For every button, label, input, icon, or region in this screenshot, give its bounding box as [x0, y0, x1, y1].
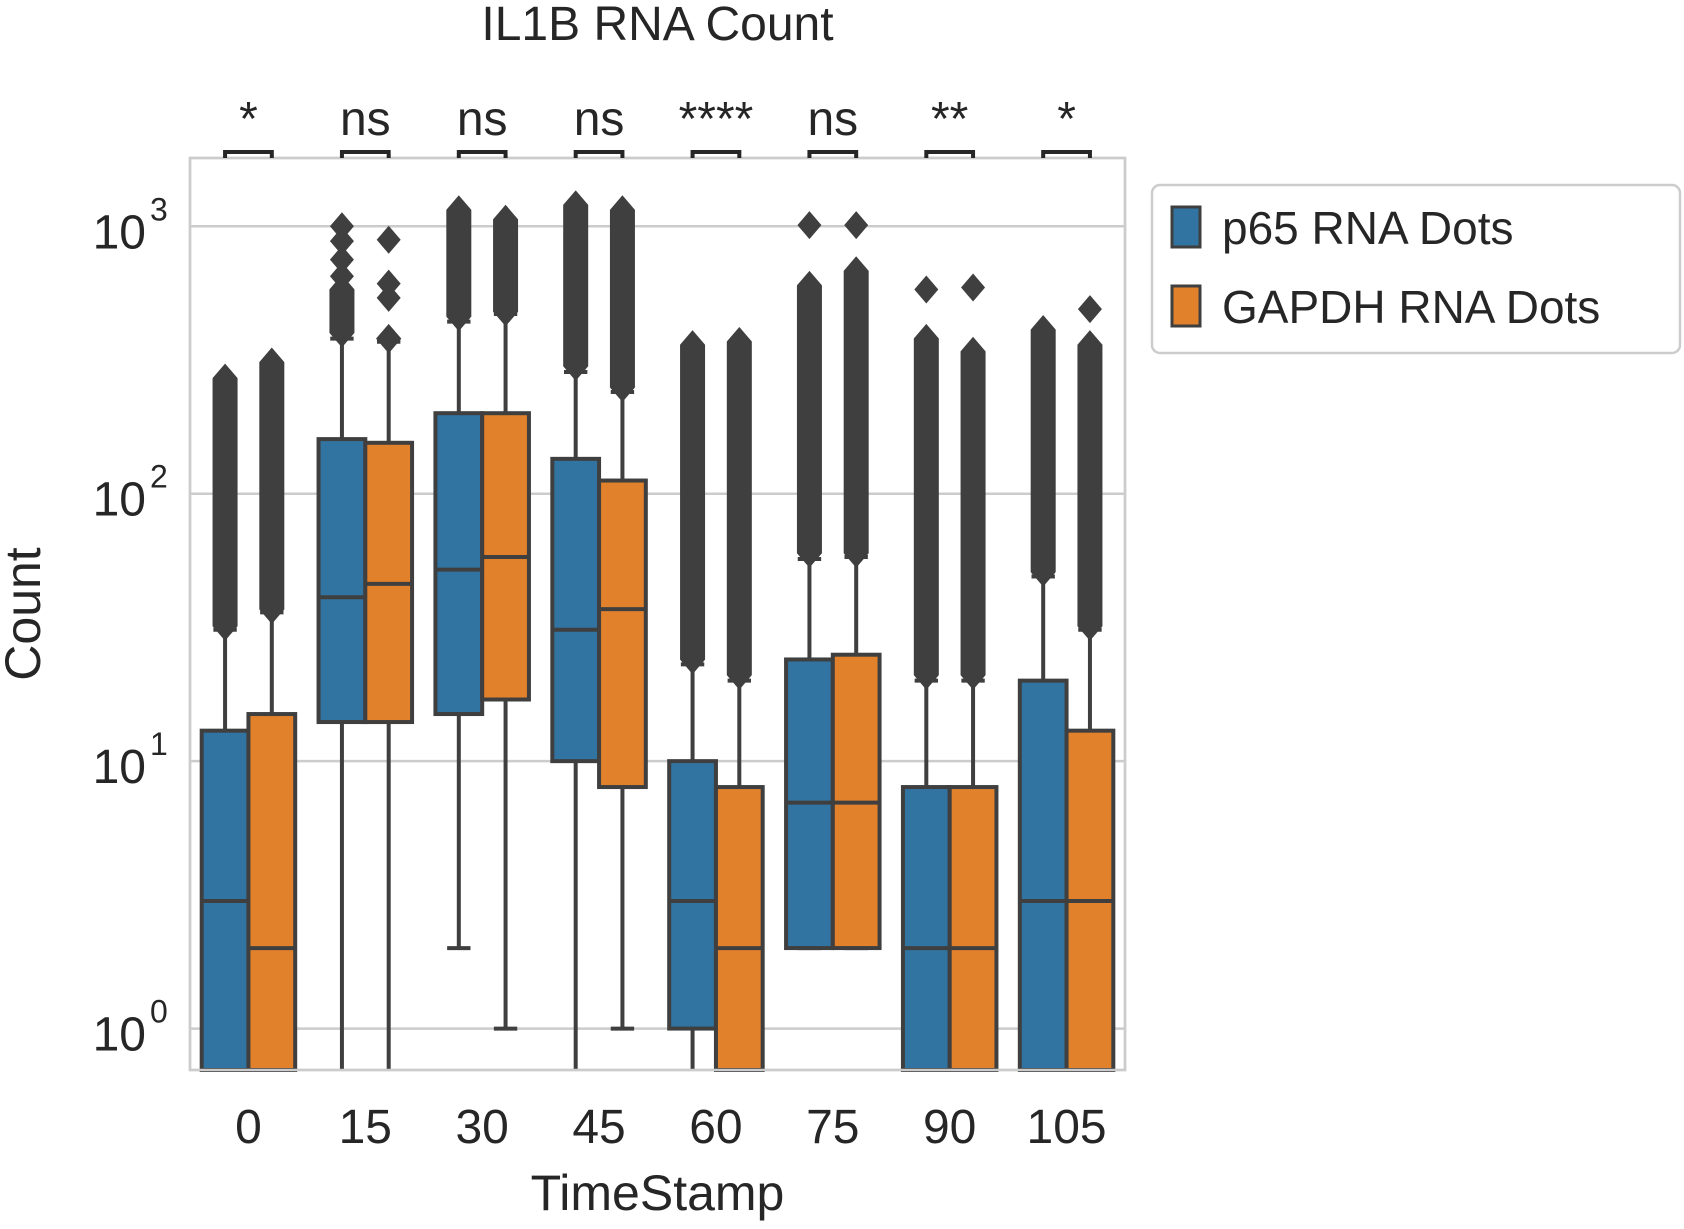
- x-tick-label: 75: [806, 1101, 859, 1154]
- outlier-band: [960, 336, 986, 690]
- y-tick-label: 10: [93, 741, 146, 794]
- legend-swatch: [1170, 284, 1202, 328]
- box-body: [246, 712, 298, 1072]
- box-body: [947, 785, 999, 1072]
- legend-label: GAPDH RNA Dots: [1222, 281, 1600, 333]
- x-tick-label: 30: [455, 1101, 508, 1154]
- x-axis-label: TimeStamp: [531, 1165, 785, 1221]
- y-tick-exponent: 1: [150, 726, 168, 762]
- x-tick-label: 60: [689, 1101, 742, 1154]
- significance-label: ns: [807, 93, 858, 146]
- y-tick-exponent: 3: [150, 191, 168, 227]
- box-body: [597, 478, 648, 790]
- y-axis-label: Count: [0, 547, 51, 681]
- outlier-band: [609, 195, 635, 403]
- significance-label: ns: [457, 93, 508, 146]
- box-body: [550, 456, 602, 764]
- legend-swatch: [1170, 205, 1202, 249]
- outlier-point: [914, 275, 939, 304]
- outlier-band: [913, 323, 939, 690]
- significance-bracket: [339, 150, 391, 158]
- outlier-point: [329, 227, 354, 256]
- x-tick-label: 45: [572, 1101, 625, 1154]
- x-tick-label: 0: [235, 1101, 262, 1154]
- y-tick-label: 10: [93, 206, 146, 259]
- y-tick-label: 10: [93, 474, 146, 527]
- outlier-point: [329, 212, 354, 241]
- chart-title: IL1B RNA Count: [481, 0, 833, 51]
- significance-bracket: [1041, 150, 1092, 158]
- outlier-band: [1077, 330, 1103, 641]
- significance-label: ns: [340, 93, 391, 146]
- significance-bracket: [573, 150, 625, 158]
- significance-bracket: [690, 150, 742, 158]
- outlier-point: [797, 211, 822, 240]
- significance-bracket: [456, 150, 508, 158]
- significance-label: **: [931, 93, 968, 146]
- box-body: [713, 785, 765, 1072]
- box-body: [667, 759, 718, 1031]
- legend-frame: [1150, 183, 1682, 355]
- outlier-point: [329, 262, 354, 291]
- box-body: [433, 411, 485, 717]
- outlier-point: [376, 269, 401, 298]
- box-body: [1017, 678, 1069, 1072]
- outlier-band: [376, 323, 402, 354]
- outlier-band: [563, 190, 589, 381]
- outlier-point: [376, 225, 401, 254]
- significance-label: *: [1057, 93, 1076, 146]
- y-tick-label: 10: [93, 1009, 146, 1062]
- legend: p65 RNA Dots GAPDH RNA Dots: [1150, 183, 1682, 355]
- series-1: [246, 195, 1116, 1073]
- outlier-band: [680, 330, 706, 675]
- outlier-point: [844, 211, 869, 240]
- significance-bracket: [223, 150, 274, 158]
- y-tick-exponent: 2: [150, 459, 168, 495]
- significance-bracket: [807, 150, 859, 158]
- outlier-band: [212, 363, 238, 641]
- significance-bracket: [924, 150, 976, 158]
- x-tick-label: 105: [1027, 1101, 1107, 1154]
- outlier-point: [961, 273, 986, 302]
- outlier-band: [259, 347, 285, 624]
- series-0: [199, 190, 1069, 1073]
- outlier-band: [446, 195, 472, 332]
- outlier-point: [376, 283, 401, 312]
- outlier-band: [796, 270, 822, 568]
- significance-label: ****: [679, 93, 754, 146]
- box-body: [900, 785, 952, 1072]
- box-body: [316, 437, 368, 725]
- legend-label: p65 RNA Dots: [1222, 202, 1513, 254]
- x-tick-label: 15: [339, 1101, 392, 1154]
- outlier-band: [726, 326, 752, 690]
- significance-label: ns: [574, 93, 625, 146]
- y-tick-exponent: 0: [150, 994, 168, 1030]
- outlier-band: [1030, 315, 1056, 587]
- outlier-point: [1077, 295, 1102, 324]
- outlier-band: [329, 274, 355, 348]
- plot-frame-border: [188, 156, 1127, 1072]
- significance-label: *: [239, 93, 258, 146]
- outlier-point: [329, 245, 354, 274]
- outlier-band: [843, 256, 869, 568]
- x-tick-label: 90: [923, 1101, 976, 1154]
- outlier-band: [493, 204, 519, 327]
